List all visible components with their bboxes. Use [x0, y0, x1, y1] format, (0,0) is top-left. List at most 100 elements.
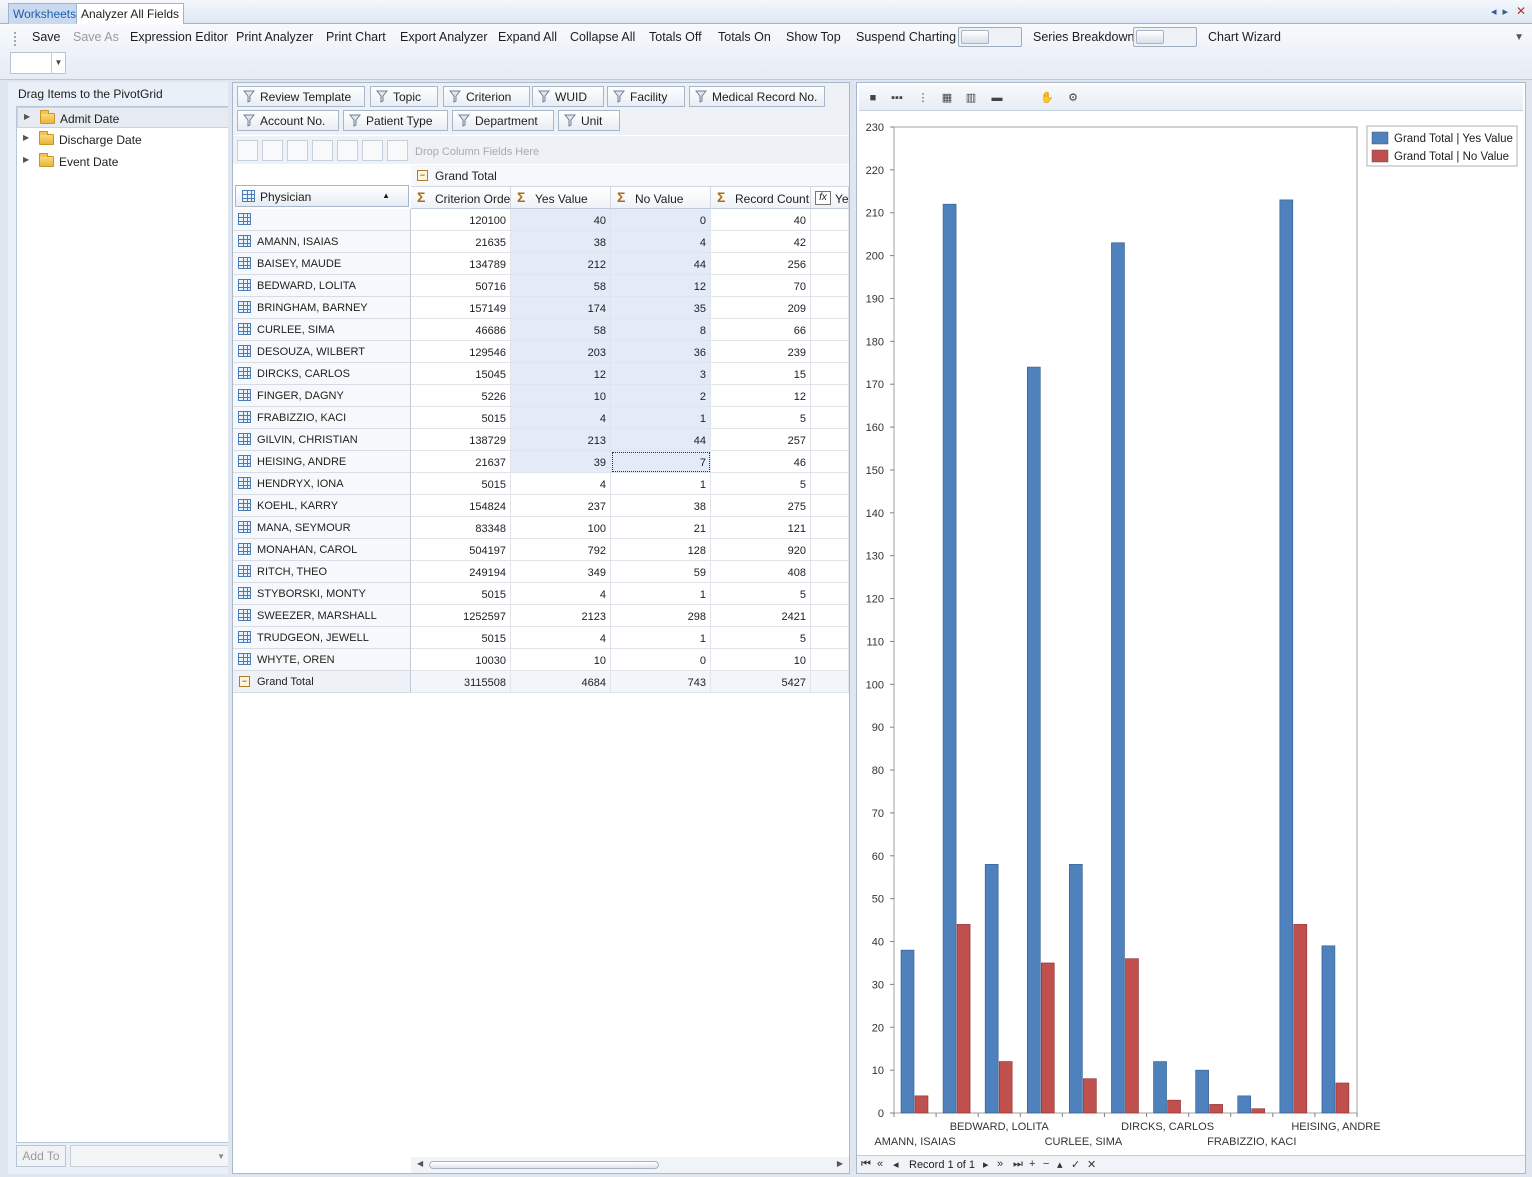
grid-cell[interactable]: 4 [611, 231, 711, 253]
grid-cell[interactable]: 2123 [511, 605, 611, 627]
show-top-button[interactable]: Show Top [786, 30, 841, 44]
collapse-all-button[interactable]: Collapse All [570, 30, 636, 44]
grid-cell[interactable]: 792 [511, 539, 611, 561]
grid-cell[interactable]: 5015 [411, 627, 511, 649]
grid-cell[interactable] [811, 297, 849, 319]
grid-cell[interactable]: 5427 [711, 671, 811, 693]
delete-record-icon[interactable]: − [1043, 1158, 1050, 1170]
grid-cell[interactable]: 4684 [511, 671, 611, 693]
confirm-icon[interactable]: ✓ [1071, 1159, 1081, 1171]
grid-cell[interactable] [811, 451, 849, 473]
grid-cell[interactable] [811, 627, 849, 649]
collapse-icon[interactable]: − [417, 170, 428, 181]
grid-cell[interactable]: 35 [611, 297, 711, 319]
grid-cell[interactable] [811, 253, 849, 275]
scroll-left-icon[interactable]: ◀ [417, 1159, 424, 1168]
grid-cell[interactable]: 4 [511, 407, 611, 429]
filter-field-facility[interactable]: Facility [607, 86, 685, 107]
row-header-cell[interactable]: GILVIN, CHRISTIAN [233, 429, 411, 451]
save-button[interactable]: Save [32, 30, 61, 44]
grid-cell[interactable]: 1 [611, 583, 711, 605]
grid-cell[interactable]: 134789 [411, 253, 511, 275]
row-header-cell[interactable]: DESOUZA, WILBERT [233, 341, 411, 363]
grid-cell[interactable]: 138729 [411, 429, 511, 451]
grid-cell[interactable] [811, 583, 849, 605]
field-item-event-date[interactable]: ▶ Event Date [17, 151, 229, 172]
column-slot[interactable] [362, 140, 383, 161]
last-record-icon[interactable]: ⏭ [1013, 1158, 1023, 1170]
grid-cell[interactable]: 15 [711, 363, 811, 385]
filter-field-patient-type[interactable]: Patient Type [343, 110, 448, 131]
row-header-cell[interactable]: TRUDGEON, JEWELL [233, 627, 411, 649]
grid-cell[interactable]: 5015 [411, 473, 511, 495]
tab-analyzer-all-fields[interactable]: Analyzer All Fields [76, 3, 185, 24]
grid-cell[interactable]: 213 [511, 429, 611, 451]
grid-cell[interactable]: 157149 [411, 297, 511, 319]
physician-field-header[interactable]: Physician ▲ [235, 185, 409, 207]
cancel-icon[interactable]: ✕ [1087, 1159, 1097, 1171]
scroll-right-icon[interactable]: ▶ [836, 1159, 843, 1168]
grid-cell[interactable]: 5 [711, 627, 811, 649]
grid-cell[interactable]: 8 [611, 319, 711, 341]
grid-cell[interactable]: 1 [611, 627, 711, 649]
column-slot[interactable] [287, 140, 308, 161]
grid-cell[interactable]: 44 [611, 429, 711, 451]
grid-cell[interactable]: 15045 [411, 363, 511, 385]
layout-vertical-icon[interactable]: ⋮ [917, 92, 929, 104]
data-header-yes-value[interactable]: Σ Yes Value [511, 187, 611, 209]
row-header-cell[interactable]: BRINGHAM, BARNEY [233, 297, 411, 319]
filter-field-medical-record-no[interactable]: Medical Record No. [689, 86, 825, 107]
first-record-icon[interactable]: ⏮ [861, 1158, 871, 1170]
grid-cell[interactable]: 129546 [411, 341, 511, 363]
next-page-icon[interactable]: » [997, 1158, 1004, 1170]
grid-cell[interactable]: 1 [611, 407, 711, 429]
grid-cell[interactable]: 38 [611, 495, 711, 517]
column-slot[interactable] [237, 140, 258, 161]
grid-cell[interactable]: 408 [711, 561, 811, 583]
data-header-criterion-order[interactable]: Σ Criterion Order [411, 187, 514, 209]
grid-cell[interactable] [811, 385, 849, 407]
grid-cell[interactable]: 209 [711, 297, 811, 319]
expand-arrow-icon[interactable]: ▶ [23, 133, 30, 142]
grid-cell[interactable]: 203 [511, 341, 611, 363]
field-item-admit-date[interactable]: ▶ Admit Date [17, 107, 229, 128]
grid-cell[interactable]: 40 [711, 209, 811, 231]
grid-cell[interactable]: 36 [611, 341, 711, 363]
grid-cell[interactable]: 1252597 [411, 605, 511, 627]
chart-splitter[interactable] [851, 82, 855, 1174]
expression-editor-button[interactable]: Expression Editor [130, 30, 228, 44]
grid-cell[interactable]: 120100 [411, 209, 511, 231]
grid-cell[interactable]: 2421 [711, 605, 811, 627]
grid-cell[interactable]: 21637 [411, 451, 511, 473]
filter-field-account-no[interactable]: Account No. [237, 110, 339, 131]
row-header-cell[interactable]: MONAHAN, CAROL [233, 539, 411, 561]
grid-cell[interactable] [811, 473, 849, 495]
grid-cell[interactable]: 5015 [411, 583, 511, 605]
row-header-cell[interactable]: BEDWARD, LOLITA [233, 275, 411, 297]
grid-cell[interactable]: 1 [611, 473, 711, 495]
suspend-charting-toggle[interactable] [958, 27, 1022, 47]
grid-cell[interactable]: 128 [611, 539, 711, 561]
row-header-cell[interactable]: STYBORSKI, MONTY [233, 583, 411, 605]
grid-cell[interactable]: 237 [511, 495, 611, 517]
grid-cell[interactable]: 121 [711, 517, 811, 539]
grid-cell[interactable] [811, 539, 849, 561]
grid-cell[interactable]: 21635 [411, 231, 511, 253]
grid-cell[interactable] [811, 231, 849, 253]
row-header-cell[interactable]: DIRCKS, CARLOS [233, 363, 411, 385]
add-to-button[interactable]: Add To [16, 1145, 66, 1167]
grid-cell[interactable] [811, 605, 849, 627]
row-header-cell[interactable]: − Grand Total [233, 671, 411, 693]
print-chart-button[interactable]: Print Chart [326, 30, 386, 44]
grid-cell[interactable] [811, 495, 849, 517]
layout-grid-vertical-icon[interactable]: ▥ [965, 92, 977, 104]
previous-record-icon[interactable]: ◂ [893, 1159, 899, 1171]
filter-field-unit[interactable]: Unit [558, 110, 620, 131]
previous-page-icon[interactable]: « [877, 1158, 884, 1170]
grid-cell[interactable]: 0 [611, 649, 711, 671]
grid-cell[interactable]: 10 [511, 385, 611, 407]
add-record-icon[interactable]: + [1029, 1158, 1036, 1170]
grid-cell[interactable]: 5 [711, 473, 811, 495]
grid-cell[interactable]: 4 [511, 627, 611, 649]
grid-cell[interactable]: 83348 [411, 517, 511, 539]
